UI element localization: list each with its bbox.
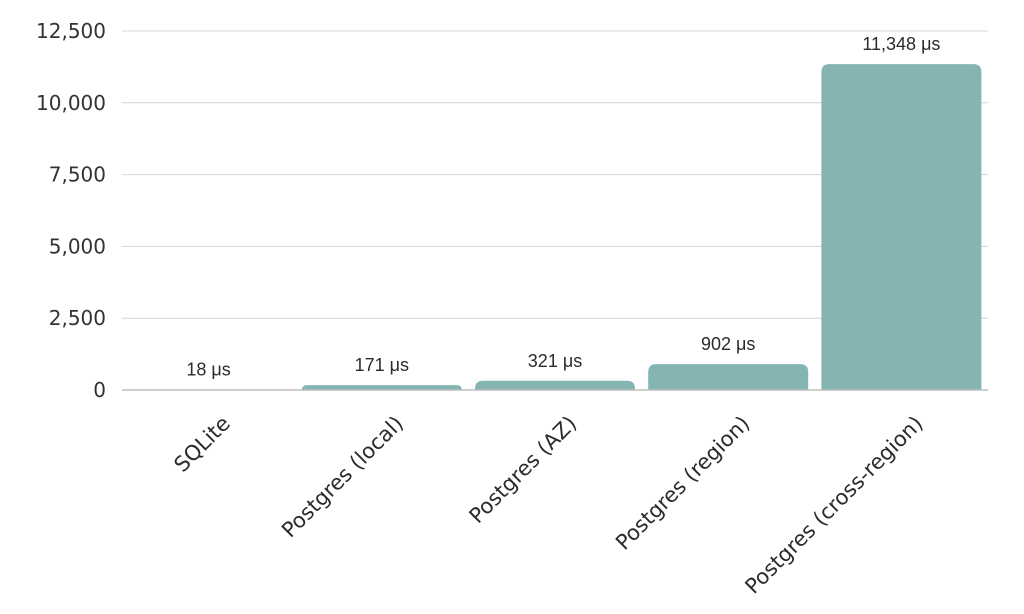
bar-postgres-cross-region bbox=[821, 64, 982, 390]
bars bbox=[122, 64, 988, 391]
y-axis-tick-labels: 0 2,500 5,000 7,500 10,000 12,500 bbox=[36, 19, 106, 402]
bar-value-label: 321 μs bbox=[528, 351, 582, 371]
bar-postgres-local bbox=[301, 385, 462, 390]
bar-postgres-az bbox=[475, 380, 635, 390]
x-tick-label: SQLite bbox=[169, 411, 234, 476]
y-tick-label: 12,500 bbox=[36, 19, 106, 43]
bar-value-label: 902 μs bbox=[701, 334, 755, 354]
x-tick-label: Postgres (local) bbox=[277, 411, 408, 542]
y-tick-label: 5,000 bbox=[49, 234, 106, 258]
bar-value-label: 171 μs bbox=[355, 355, 409, 375]
bar-postgres-region bbox=[648, 364, 809, 390]
bar-value-label: 18 μs bbox=[186, 359, 230, 379]
x-axis-tick-labels: SQLite Postgres (local) Postgres (AZ) Postg… bbox=[169, 411, 927, 598]
y-tick-label: 2,500 bbox=[49, 306, 106, 330]
x-tick-label: Postgres (cross-region) bbox=[740, 411, 927, 598]
y-tick-label: 0 bbox=[93, 378, 106, 402]
bar-value-label: 11,348 μs bbox=[862, 34, 940, 54]
y-tick-label: 10,000 bbox=[36, 91, 106, 115]
bar-value-labels: 18 μs 171 μs 321 μs 902 μs 11,348 μs bbox=[186, 34, 940, 379]
x-tick-label: Postgres (region) bbox=[611, 411, 754, 554]
y-tick-label: 7,500 bbox=[49, 163, 106, 187]
x-tick-label: Postgres (AZ) bbox=[465, 411, 582, 528]
